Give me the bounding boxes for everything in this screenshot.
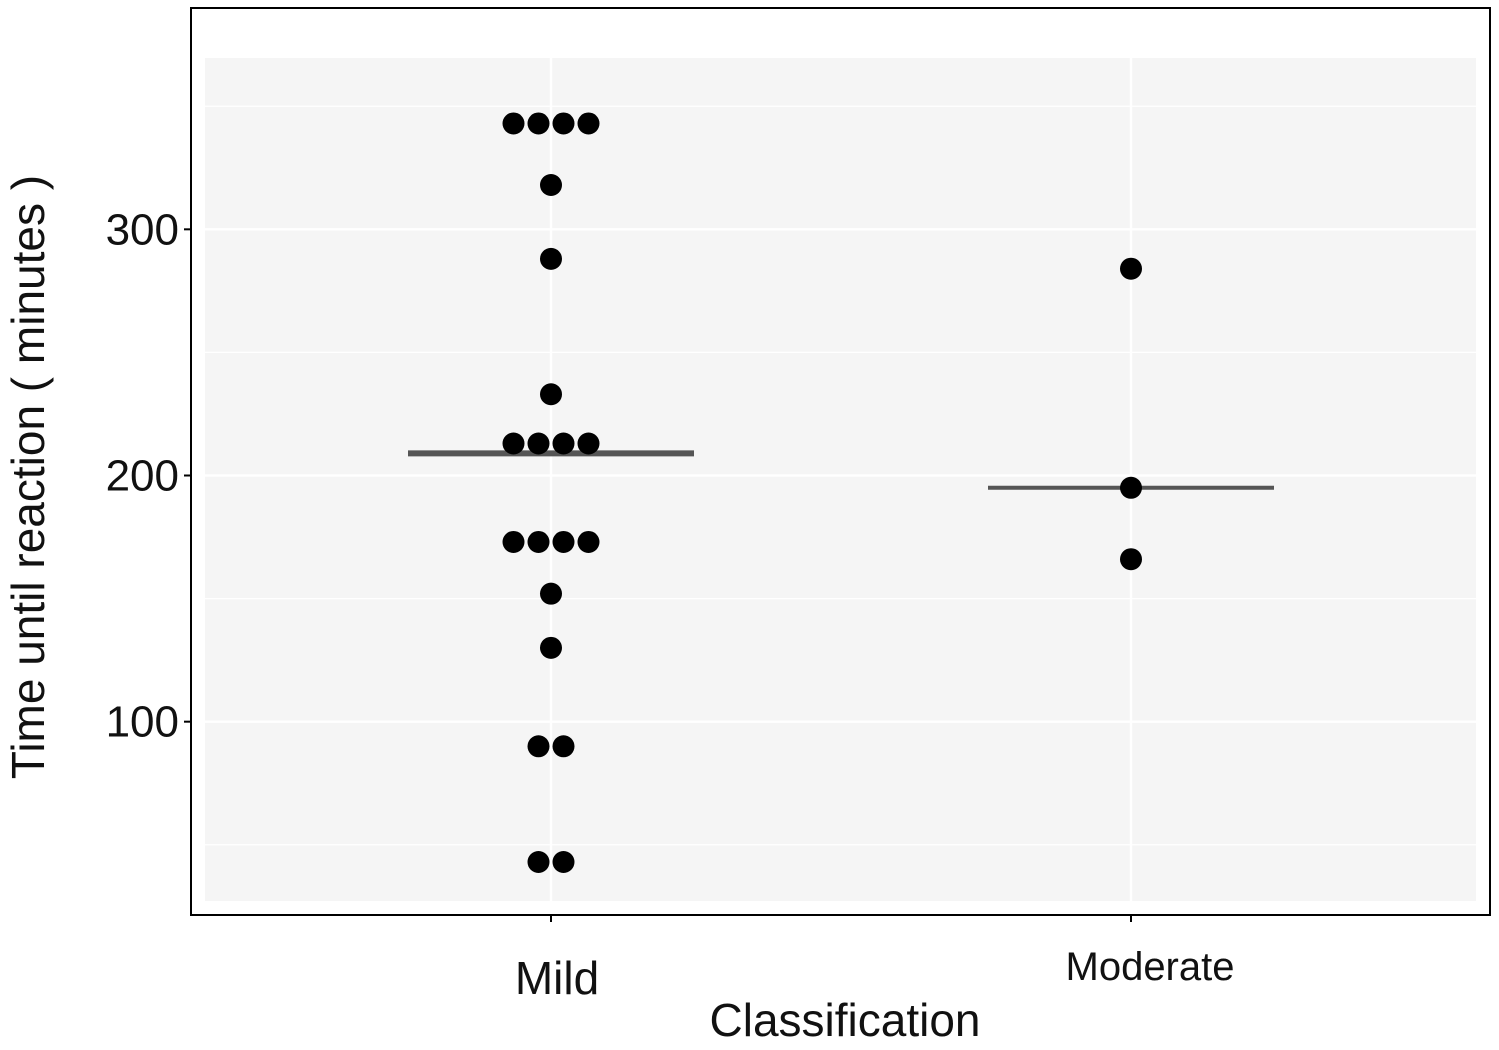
data-point-mild — [540, 247, 562, 270]
y-tick-label: 300 — [106, 205, 179, 254]
data-point-mild — [527, 112, 550, 135]
data-point-mild — [527, 530, 550, 553]
data-point-mild — [540, 174, 562, 197]
x-tick-label-mild: Mild — [515, 952, 599, 1004]
data-point-mild — [502, 112, 525, 135]
y-tick-label: 100 — [106, 698, 179, 747]
y-tick-label: 200 — [106, 452, 179, 501]
data-point-mild — [527, 850, 550, 873]
x-tick-label-moderate: Moderate — [1066, 945, 1235, 989]
data-point-mild — [502, 530, 525, 553]
plot-frame — [190, 7, 1491, 916]
y-axis-title: Time until reaction ( minutes ) — [2, 175, 54, 779]
data-point-mild — [540, 582, 562, 605]
data-point-mild — [527, 432, 550, 455]
data-points — [502, 112, 1142, 873]
data-point-mild — [577, 112, 600, 135]
panel-background — [205, 58, 1476, 901]
x-axis-title: Classification — [710, 994, 981, 1045]
data-point-mild — [577, 530, 600, 553]
data-point-mild — [502, 432, 525, 455]
data-point-moderate — [1120, 476, 1142, 499]
data-point-mild — [552, 432, 575, 455]
axes: 100 200 300 Mild Moderate — [106, 7, 1491, 1004]
data-point-mild — [552, 112, 575, 135]
data-point-mild — [540, 383, 562, 406]
data-point-moderate — [1120, 548, 1142, 571]
data-point-mild — [552, 850, 575, 873]
data-point-mild — [527, 735, 550, 758]
gridlines — [205, 58, 1476, 901]
data-point-mild — [540, 636, 562, 659]
data-point-mild — [577, 432, 600, 455]
plot-panel — [205, 58, 1476, 901]
data-point-moderate — [1120, 257, 1142, 280]
data-point-mild — [552, 530, 575, 553]
data-point-mild — [552, 735, 575, 758]
